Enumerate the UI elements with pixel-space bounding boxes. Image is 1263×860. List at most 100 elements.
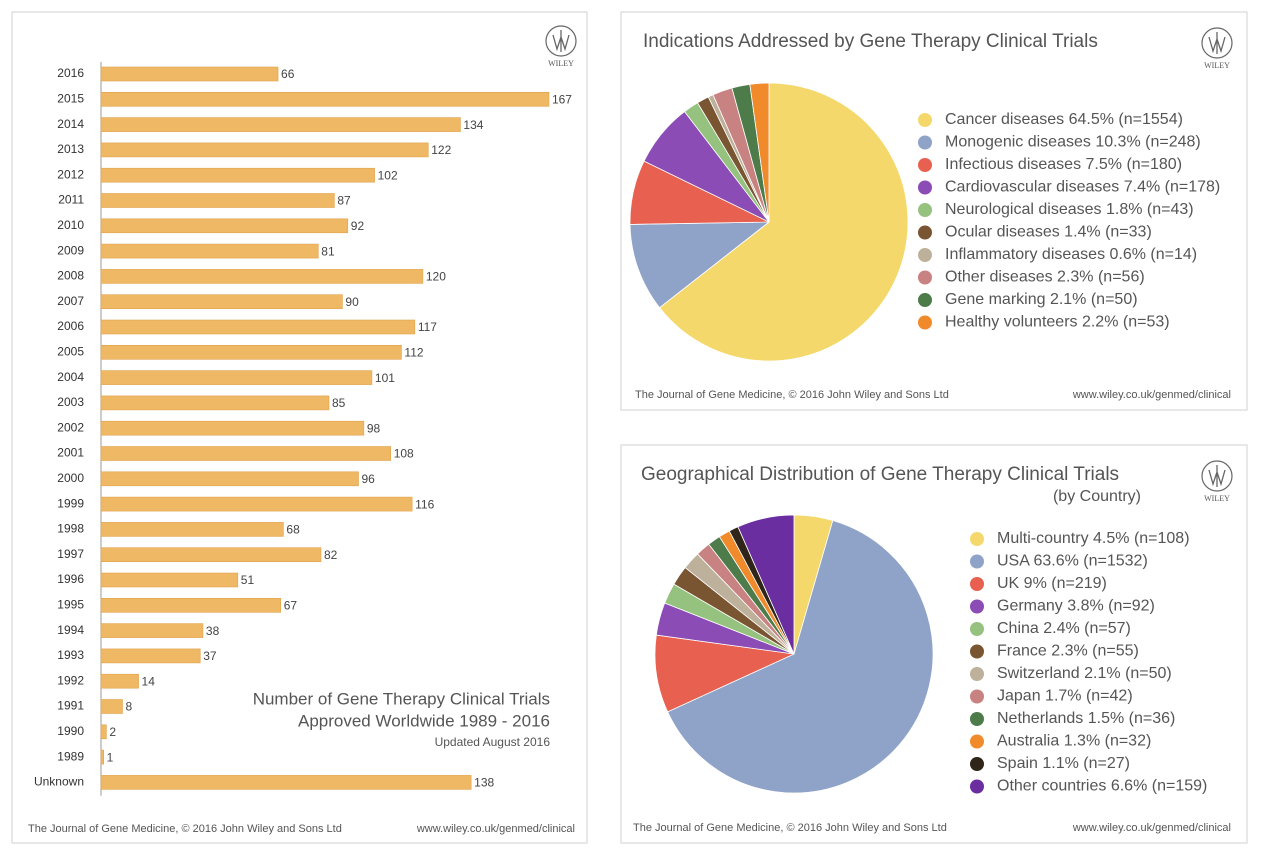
legend-swatch bbox=[918, 180, 932, 195]
chart-subtitle: Approved Worldwide 1989 - 2016 bbox=[298, 711, 550, 730]
bar bbox=[100, 319, 416, 335]
value-label: 98 bbox=[367, 421, 381, 435]
y-tick-label: 2015 bbox=[57, 91, 84, 105]
bar bbox=[100, 420, 365, 436]
legend-label: Multi-country 4.5% (n=108) bbox=[997, 530, 1190, 547]
y-tick-label: 1996 bbox=[57, 572, 84, 586]
y-tick-label: 1994 bbox=[57, 623, 84, 637]
y-tick-label: 1989 bbox=[57, 749, 84, 763]
value-label: 38 bbox=[206, 624, 220, 638]
chart-title: Geographical Distribution of Gene Therap… bbox=[641, 464, 1119, 485]
value-label: 108 bbox=[394, 447, 414, 461]
legend-swatch bbox=[970, 577, 984, 591]
logo-text: WILEY bbox=[548, 59, 574, 68]
logo-mark bbox=[545, 25, 577, 57]
y-tick-label: 2008 bbox=[57, 269, 84, 283]
legend-swatch bbox=[918, 225, 932, 240]
bar bbox=[100, 446, 391, 461]
value-label: 117 bbox=[418, 320, 437, 334]
legend-label: Spain 1.1% (n=27) bbox=[997, 755, 1130, 772]
value-label: 1 bbox=[107, 750, 114, 764]
y-tick-label: 1995 bbox=[57, 597, 84, 611]
pie-slice bbox=[749, 82, 770, 223]
chart-title: Indications Addressed by Gene Therapy Cl… bbox=[643, 31, 1098, 52]
y-tick-label: 1998 bbox=[57, 522, 84, 536]
value-label: 167 bbox=[552, 92, 572, 106]
bar bbox=[100, 572, 239, 588]
legend-swatch bbox=[970, 554, 984, 569]
value-label: 87 bbox=[337, 194, 351, 208]
value-label: 82 bbox=[324, 548, 338, 562]
y-tick-label: Unknown bbox=[34, 775, 84, 789]
source: The Journal of Gene Medicine, © 2016 Joh… bbox=[635, 389, 949, 401]
value-label: 112 bbox=[404, 345, 423, 359]
bar bbox=[100, 142, 429, 158]
legend-label: Neurological diseases 1.8% (n=43) bbox=[945, 201, 1194, 218]
legend-swatch bbox=[970, 599, 984, 614]
legend-swatch bbox=[970, 667, 984, 681]
legend-swatch bbox=[918, 113, 932, 127]
bar bbox=[100, 749, 104, 765]
bar bbox=[100, 218, 349, 234]
value-label: 66 bbox=[281, 67, 295, 81]
legend-swatch bbox=[970, 689, 984, 704]
bar bbox=[100, 395, 330, 411]
source: The Journal of Gene Medicine, © 2016 Joh… bbox=[633, 822, 947, 834]
y-tick-label: 2006 bbox=[57, 319, 84, 333]
legend-label: Cardiovascular diseases 7.4% (n=178) bbox=[945, 179, 1220, 196]
pie-slice bbox=[737, 514, 795, 655]
legend-swatch bbox=[970, 712, 984, 726]
pie-slice bbox=[658, 82, 909, 362]
y-tick-label: 2002 bbox=[57, 420, 84, 434]
bar bbox=[100, 547, 322, 563]
bar bbox=[100, 92, 550, 107]
bar bbox=[100, 699, 123, 714]
logo-mark bbox=[1208, 32, 1226, 54]
bar bbox=[100, 724, 107, 740]
value-label: 122 bbox=[431, 143, 451, 157]
y-tick-label: 2005 bbox=[57, 344, 84, 358]
legend-label: Cancer diseases 64.5% (n=1554) bbox=[945, 111, 1183, 128]
bar bbox=[100, 167, 375, 183]
bar bbox=[100, 597, 282, 613]
bar bbox=[100, 117, 461, 132]
legend-label: Monogenic diseases 10.3% (n=248) bbox=[945, 134, 1201, 151]
y-tick-label: 2009 bbox=[57, 243, 84, 257]
y-tick-label: 1991 bbox=[57, 699, 84, 713]
legend-label: Other countries 6.6% (n=159) bbox=[997, 778, 1207, 795]
chart-subtitle: (by Country) bbox=[1053, 488, 1141, 505]
y-tick-label: 2016 bbox=[57, 66, 84, 80]
value-label: 134 bbox=[463, 118, 483, 132]
bar bbox=[100, 370, 373, 385]
logo-mark bbox=[1201, 27, 1233, 59]
legend-swatch bbox=[918, 158, 932, 172]
value-label: 81 bbox=[321, 244, 335, 258]
value-label: 51 bbox=[241, 573, 255, 587]
bar bbox=[100, 496, 413, 512]
legend-label: Australia 1.3% (n=32) bbox=[997, 733, 1151, 750]
value-label: 2 bbox=[109, 725, 116, 739]
url: www.wiley.co.uk/genmed/clinical bbox=[1072, 822, 1231, 834]
legend-swatch bbox=[970, 757, 984, 771]
legend-swatch bbox=[918, 203, 932, 217]
pie-slice bbox=[654, 634, 796, 713]
value-label: 138 bbox=[474, 776, 494, 790]
y-tick-label: 2007 bbox=[57, 294, 84, 308]
legend-label: Netherlands 1.5% (n=36) bbox=[997, 710, 1175, 727]
legend-label: France 2.3% (n=55) bbox=[997, 643, 1139, 660]
bar bbox=[100, 673, 139, 689]
bar bbox=[100, 623, 204, 638]
value-label: 92 bbox=[351, 219, 365, 233]
value-label: 68 bbox=[286, 523, 300, 537]
legend-swatch bbox=[970, 622, 984, 636]
bar bbox=[100, 648, 201, 664]
logo-mark bbox=[1208, 465, 1226, 487]
pie-slice bbox=[629, 221, 771, 309]
value-label: 116 bbox=[415, 497, 434, 511]
legend-label: Other diseases 2.3% (n=56) bbox=[945, 269, 1145, 286]
value-label: 8 bbox=[125, 700, 132, 714]
value-label: 101 bbox=[375, 371, 395, 385]
value-label: 120 bbox=[426, 270, 446, 284]
chart-note: Updated August 2016 bbox=[435, 735, 551, 749]
y-tick-label: 2001 bbox=[57, 446, 84, 460]
